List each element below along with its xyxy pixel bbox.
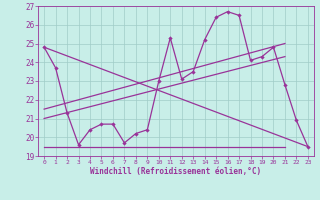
- X-axis label: Windchill (Refroidissement éolien,°C): Windchill (Refroidissement éolien,°C): [91, 167, 261, 176]
